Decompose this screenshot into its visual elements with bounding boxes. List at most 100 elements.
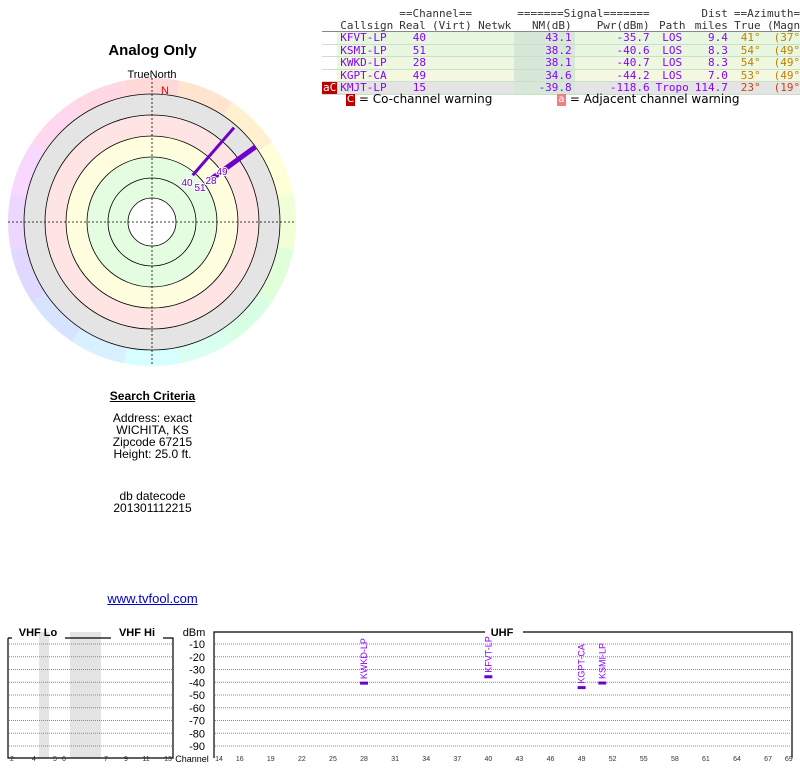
cell-warn: aC <box>322 81 338 95</box>
north-label: TrueNorth <box>127 69 176 81</box>
cell-magn: (49°) <box>763 56 800 70</box>
dbm-tick: -20 <box>189 652 205 664</box>
co-channel-icon: C <box>346 93 355 106</box>
table-header: Callsign Real (Virt) Netwk NM(dB) Pwr(dB… <box>322 18 800 32</box>
cell-dist: 9.4 <box>691 31 731 45</box>
channel-tick: 11 <box>142 756 149 763</box>
station-channel-label: 49 <box>216 167 228 178</box>
channel-tick: 34 <box>422 756 430 763</box>
cell-netwk <box>475 31 515 45</box>
col-real: Real <box>399 18 426 32</box>
station-channel-label: 28 <box>205 176 217 187</box>
adjacent-channel-text: = Adjacent channel warning <box>569 92 740 106</box>
col-true: True <box>734 18 761 32</box>
db-datecode-value: 201301112215 <box>113 501 192 515</box>
search-criteria: Search Criteria Address: exact WICHITA, … <box>0 390 305 514</box>
channel-tick: 37 <box>453 756 461 763</box>
cell-nm: 34.6 <box>514 69 575 82</box>
channel-tick: 46 <box>547 756 555 763</box>
tvfool-link[interactable]: www.tvfool.com <box>107 591 198 606</box>
channel-label: Channel <box>175 754 209 764</box>
cell-real: 28 <box>396 56 429 70</box>
station-bearing-line <box>191 126 236 177</box>
criteria-address: Address: exact <box>112 411 193 425</box>
channel-tick: 14 <box>215 756 223 763</box>
cell-pwr: -44.2 <box>574 69 653 82</box>
channel-tick: 58 <box>671 756 679 763</box>
channel-tick: 52 <box>609 756 617 763</box>
station-marker <box>577 686 586 690</box>
cell-magn: (49°) <box>763 69 800 82</box>
db-datecode-label: db datecode <box>119 489 186 503</box>
cell-netwk <box>475 56 515 70</box>
cell-nm: 38.1 <box>514 56 575 70</box>
channel-tick: 31 <box>391 756 399 763</box>
table-group-header: ==Channel== =======Signal======= Dist ==… <box>322 8 800 20</box>
cell-path: LOS <box>652 56 692 70</box>
col-pwr: Pwr(dBm) <box>596 18 650 32</box>
cell-warn <box>322 31 338 45</box>
cell-pwr: -40.6 <box>574 44 653 57</box>
cell-virt <box>428 69 476 82</box>
dbm-tick: -10 <box>189 639 205 651</box>
channel-tick: 7 <box>104 756 108 763</box>
spectrum-chart: -10-20-30-40-50-60-70-80-902 4 5 6 7 9 11 13 14 1… <box>7 627 793 764</box>
cell-netwk <box>475 81 515 95</box>
station-callsign-label: KWKD-LP <box>359 638 369 679</box>
station-bearing-line <box>208 144 258 182</box>
cell-dist: 8.3 <box>691 56 731 70</box>
dbm-tick: -90 <box>189 741 205 753</box>
cell-netwk <box>475 44 515 57</box>
channel-tick: 13 <box>164 756 172 763</box>
cell-path: Tropo <box>652 81 692 95</box>
col-nm: NM(dB) <box>531 18 572 32</box>
channel-tick: 25 <box>329 756 337 763</box>
cell-nm: 43.1 <box>514 31 575 45</box>
col-miles: miles <box>694 18 728 32</box>
cell-real: 40 <box>396 31 429 45</box>
dist-group-header: Dist <box>701 7 728 20</box>
cell-real: 49 <box>396 69 429 82</box>
col-virt: (Virt) <box>431 18 472 32</box>
channel-tick: 55 <box>640 756 648 763</box>
north-marker: N <box>161 85 169 97</box>
uhf-frame <box>213 631 793 758</box>
cell-true: 23° <box>730 81 764 95</box>
dbm-tick: -30 <box>189 665 205 677</box>
channel-tick: 40 <box>484 756 492 763</box>
cell-virt <box>428 44 476 57</box>
station-channel-label: 40 <box>181 178 193 189</box>
cell-netwk <box>475 69 515 82</box>
cell-true: 54° <box>730 56 764 70</box>
cell-path: LOS <box>652 44 692 57</box>
cell-true: 53° <box>730 69 764 82</box>
col-path: Path <box>658 18 686 32</box>
cell-pwr: -40.7 <box>574 56 653 70</box>
cell-real: 15 <box>396 81 429 95</box>
channel-tick: 61 <box>702 756 710 763</box>
cell-callsign: KWKD-LP <box>337 56 397 70</box>
cell-callsign: KFVT-LP <box>337 31 397 45</box>
cell-warn <box>322 56 338 70</box>
adjacent-channel-icon: a <box>557 93 566 106</box>
station-callsign-label: KFVT-LP <box>483 636 493 673</box>
uhf-label: UHF <box>491 627 514 639</box>
station-channel-label: 51 <box>194 183 206 194</box>
station-callsign-label: KSMI-LP <box>597 643 607 679</box>
channel-tick: 5 <box>53 756 57 763</box>
station-marker <box>484 675 493 679</box>
channel-group-header: ==Channel== <box>399 7 473 20</box>
channel-tick: 19 <box>267 756 275 763</box>
cell-magn: (19°) <box>763 81 800 95</box>
vhf-hi-label: VHF Hi <box>119 627 155 639</box>
dbm-tick: -50 <box>189 690 205 702</box>
vhf-lo-label: VHF Lo <box>19 627 58 639</box>
cell-real: 51 <box>396 44 429 57</box>
cell-warn <box>322 69 338 82</box>
